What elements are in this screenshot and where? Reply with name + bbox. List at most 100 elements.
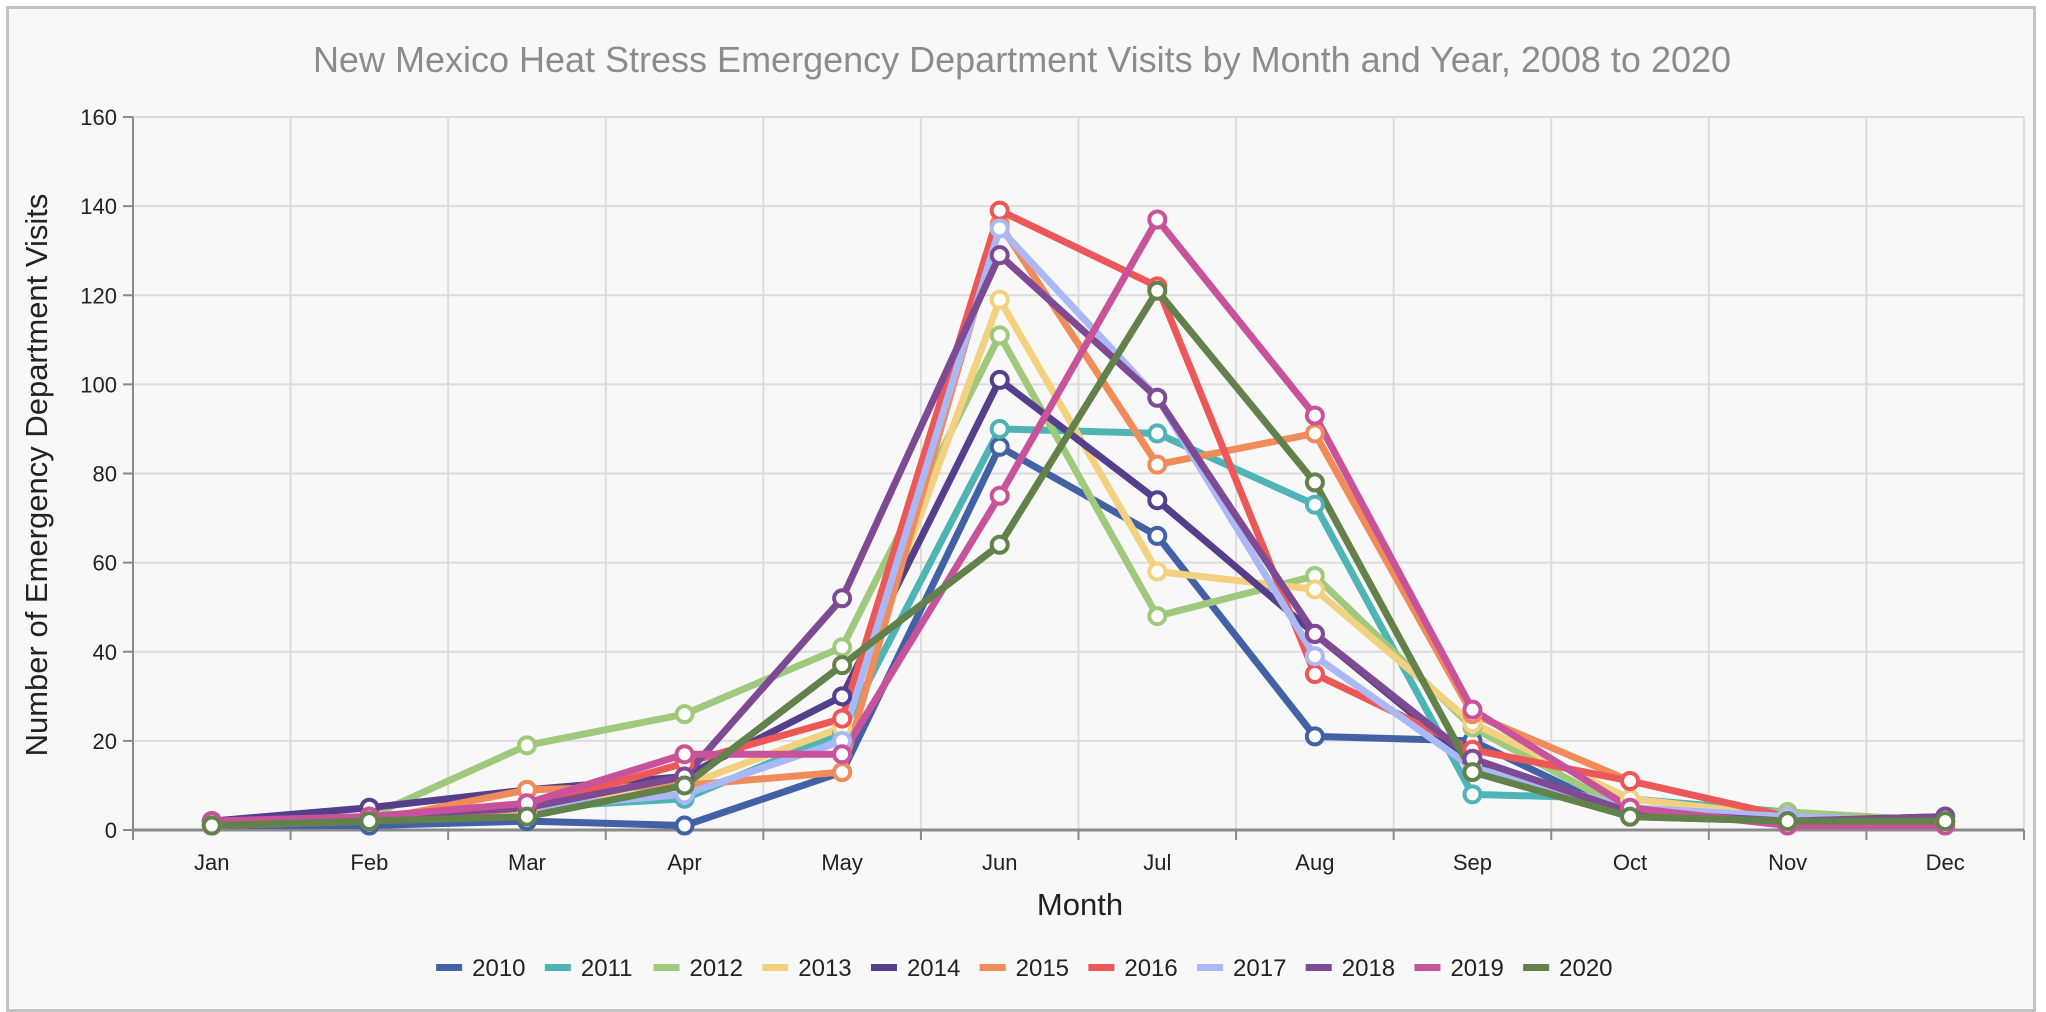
legend-item-2017[interactable]: 2017 bbox=[1197, 955, 1286, 982]
legend-swatch bbox=[979, 964, 1006, 971]
data-point-2019[interactable] bbox=[674, 744, 695, 765]
data-point-2018[interactable] bbox=[1304, 623, 1325, 644]
data-point-2011[interactable] bbox=[989, 418, 1010, 439]
data-point-2011[interactable] bbox=[1304, 494, 1325, 515]
data-point-2017[interactable] bbox=[989, 218, 1010, 239]
legend-item-2014[interactable]: 2014 bbox=[870, 955, 960, 982]
legend-item-2011[interactable]: 2011 bbox=[544, 955, 633, 982]
x-tick-label: Jul bbox=[1143, 850, 1171, 875]
y-axis-title: Number of Emergency Department Visits bbox=[19, 194, 54, 757]
x-tick-label: May bbox=[821, 850, 863, 875]
data-point-2019[interactable] bbox=[832, 744, 853, 765]
legend-item-2010[interactable]: 2010 bbox=[436, 955, 526, 982]
legend-label: 2011 bbox=[581, 955, 633, 982]
data-point-2020[interactable] bbox=[1304, 472, 1325, 493]
data-point-2010[interactable] bbox=[989, 436, 1010, 457]
y-tick-label: 20 bbox=[93, 729, 117, 754]
legend-swatch bbox=[653, 964, 680, 971]
legend-item-2018[interactable]: 2018 bbox=[1305, 955, 1395, 982]
data-point-2016[interactable] bbox=[1304, 664, 1325, 685]
series-lines bbox=[208, 207, 1949, 830]
data-point-2011[interactable] bbox=[1147, 423, 1168, 444]
data-point-2015[interactable] bbox=[832, 762, 853, 783]
data-point-2020[interactable] bbox=[674, 775, 695, 796]
data-point-2015[interactable] bbox=[1147, 454, 1168, 475]
data-point-2014[interactable] bbox=[989, 369, 1010, 390]
y-tick-label: 80 bbox=[93, 462, 117, 487]
data-point-2017[interactable] bbox=[1304, 646, 1325, 667]
legend-swatch bbox=[1523, 964, 1550, 971]
legend-swatch bbox=[762, 964, 789, 971]
x-tick-label: Nov bbox=[1768, 850, 1807, 875]
x-tick-label: Aug bbox=[1295, 850, 1334, 875]
data-point-2019[interactable] bbox=[1147, 209, 1168, 230]
data-point-2010[interactable] bbox=[674, 815, 695, 836]
legend-item-2013[interactable]: 2013 bbox=[762, 955, 852, 982]
legend-label: 2010 bbox=[472, 955, 525, 982]
data-point-2020[interactable] bbox=[1462, 762, 1483, 783]
legend-item-2020[interactable]: 2020 bbox=[1523, 955, 1613, 982]
data-point-2013[interactable] bbox=[1304, 579, 1325, 600]
data-point-2014[interactable] bbox=[832, 686, 853, 707]
data-point-2011[interactable] bbox=[1462, 784, 1483, 805]
series-line-2013 bbox=[208, 296, 1949, 830]
data-point-2015[interactable] bbox=[1304, 423, 1325, 444]
data-point-2012[interactable] bbox=[989, 325, 1010, 346]
y-tick-label: 0 bbox=[105, 818, 117, 843]
legend-label: 2017 bbox=[1233, 955, 1286, 982]
y-tick-label: 140 bbox=[80, 194, 117, 219]
data-point-2016[interactable] bbox=[832, 708, 853, 729]
chart-title: New Mexico Heat Stress Emergency Departm… bbox=[313, 39, 1731, 80]
data-point-2016[interactable] bbox=[989, 200, 1010, 221]
legend-item-2012[interactable]: 2012 bbox=[653, 955, 743, 982]
x-tick-label: Feb bbox=[350, 850, 388, 875]
x-tick-label: Jun bbox=[982, 850, 1017, 875]
data-point-2019[interactable] bbox=[1462, 699, 1483, 720]
legend-swatch bbox=[1197, 964, 1224, 971]
legend-label: 2014 bbox=[907, 955, 960, 982]
data-point-2020[interactable] bbox=[516, 806, 537, 827]
legend-swatch bbox=[544, 964, 571, 971]
x-tick-label: Apr bbox=[667, 850, 701, 875]
legend-label: 2016 bbox=[1124, 955, 1177, 982]
data-point-2020[interactable] bbox=[359, 811, 380, 832]
data-point-2012[interactable] bbox=[674, 704, 695, 725]
x-tick-label: Jan bbox=[194, 850, 229, 875]
data-point-2020[interactable] bbox=[1147, 280, 1168, 301]
data-point-2018[interactable] bbox=[832, 588, 853, 609]
axes: 0 20 40 60 80 100 120 140 160 Jan Feb Mar Apr May Jun J… bbox=[80, 105, 2025, 875]
data-point-2020[interactable] bbox=[1777, 811, 1798, 832]
series-points bbox=[201, 200, 1956, 836]
legend-swatch bbox=[1088, 964, 1115, 971]
legend-swatch bbox=[1305, 964, 1332, 971]
legend-label: 2020 bbox=[1559, 955, 1612, 982]
data-point-2012[interactable] bbox=[516, 735, 537, 756]
data-point-2013[interactable] bbox=[1147, 561, 1168, 582]
grid bbox=[133, 116, 2025, 830]
data-point-2016[interactable] bbox=[1620, 770, 1641, 791]
data-point-2010[interactable] bbox=[1147, 525, 1168, 546]
data-point-2020[interactable] bbox=[832, 655, 853, 676]
legend-item-2015[interactable]: 2015 bbox=[979, 955, 1069, 982]
y-tick-label: 60 bbox=[93, 551, 117, 576]
legend-swatch bbox=[870, 964, 897, 971]
y-tick-label: 100 bbox=[80, 372, 117, 397]
legend-item-2016[interactable]: 2016 bbox=[1088, 955, 1178, 982]
data-point-2019[interactable] bbox=[1304, 405, 1325, 426]
data-point-2018[interactable] bbox=[989, 245, 1010, 266]
data-point-2010[interactable] bbox=[1304, 726, 1325, 747]
data-point-2019[interactable] bbox=[989, 485, 1010, 506]
data-point-2012[interactable] bbox=[832, 637, 853, 658]
data-point-2013[interactable] bbox=[989, 289, 1010, 310]
data-point-2014[interactable] bbox=[1147, 490, 1168, 511]
data-point-2020[interactable] bbox=[201, 815, 222, 836]
data-point-2018[interactable] bbox=[1147, 387, 1168, 408]
data-point-2020[interactable] bbox=[989, 534, 1010, 555]
legend-label: 2013 bbox=[798, 955, 851, 982]
data-point-2020[interactable] bbox=[1935, 811, 1956, 832]
legend-label: 2019 bbox=[1450, 955, 1503, 982]
data-point-2020[interactable] bbox=[1620, 806, 1641, 827]
legend-item-2019[interactable]: 2019 bbox=[1414, 955, 1504, 982]
data-point-2012[interactable] bbox=[1147, 606, 1168, 627]
